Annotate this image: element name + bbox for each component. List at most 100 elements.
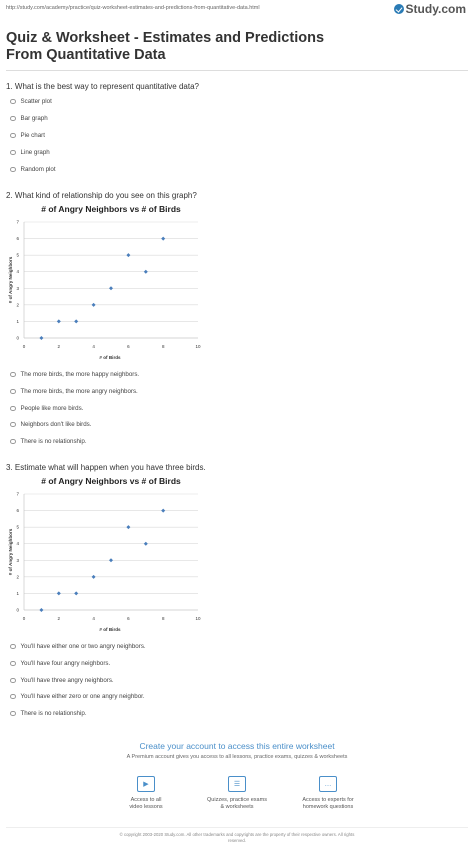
radio-icon[interactable] xyxy=(10,421,16,428)
x-tick-label: 4 xyxy=(92,616,95,621)
radio-icon[interactable] xyxy=(10,132,16,139)
question-3: 3. Estimate what will happen when you ha… xyxy=(6,463,206,472)
radio-icon[interactable] xyxy=(10,98,16,105)
x-axis-label: # of Birds xyxy=(99,355,121,360)
data-point xyxy=(74,591,79,596)
y-tick-label: 7 xyxy=(16,492,19,497)
answer-option[interactable]: You'll have either one or two angry neig… xyxy=(10,643,146,650)
feature-line: Quizzes, practice exams xyxy=(207,797,267,803)
answer-option[interactable]: There is no relationship. xyxy=(10,710,87,717)
answer-option[interactable]: Neighbors don't like birds. xyxy=(10,421,92,428)
radio-icon[interactable] xyxy=(10,371,16,378)
radio-icon[interactable] xyxy=(10,693,16,700)
data-point xyxy=(109,558,113,563)
feature-quizzes: ☰ Quizzes, practice exams & worksheets xyxy=(187,776,287,811)
footer-divider xyxy=(6,827,468,828)
y-axis-label: # of Angry Neighbors xyxy=(8,528,13,575)
radio-icon[interactable] xyxy=(10,149,16,156)
radio-icon[interactable] xyxy=(10,115,16,122)
x-axis-label: # of Birds xyxy=(99,627,121,632)
copyright-footer: © copyright 2003-2020 Study.com. All oth… xyxy=(0,832,474,844)
x-tick-label: 4 xyxy=(92,344,95,349)
study-logo[interactable]: Study.com xyxy=(393,2,466,16)
feature-line: homework questions xyxy=(302,804,354,810)
answer-option[interactable]: People like more birds. xyxy=(10,405,83,412)
radio-icon[interactable] xyxy=(10,660,16,667)
option-label: You'll have three angry neighbors. xyxy=(20,677,114,684)
data-point xyxy=(74,319,79,324)
y-tick-label: 3 xyxy=(16,558,19,563)
radio-icon[interactable] xyxy=(10,677,16,684)
x-tick-label: 2 xyxy=(58,616,61,621)
answer-option[interactable]: Pie chart xyxy=(10,132,45,139)
option-label: Bar graph xyxy=(20,115,48,122)
option-label: You'll have either one or two angry neig… xyxy=(20,643,146,650)
page-url: http://study.com/academy/practice/quiz-w… xyxy=(6,5,260,11)
x-tick-label: 6 xyxy=(127,344,130,349)
chat-icon: … xyxy=(319,776,337,792)
answer-option[interactable]: You'll have either zero or one angry nei… xyxy=(10,693,145,700)
scatter-chart-svg: # of Angry Neighbors vs # of Birds 0 1 2 3 4 5… xyxy=(8,204,201,360)
quiz-icon: ☰ xyxy=(228,776,246,792)
answer-option[interactable]: You'll have three angry neighbors. xyxy=(10,677,114,684)
radio-icon[interactable] xyxy=(10,710,16,717)
y-tick-label: 1 xyxy=(16,591,19,596)
radio-icon[interactable] xyxy=(10,405,16,412)
data-point xyxy=(91,302,96,307)
data-point xyxy=(39,336,44,340)
option-label: There is no relationship. xyxy=(20,710,87,717)
data-point xyxy=(161,236,166,241)
option-label: Neighbors don't like birds. xyxy=(20,421,92,428)
premium-cta: Create your account to access this entir… xyxy=(0,741,474,760)
option-label: Pie chart xyxy=(20,132,45,139)
option-label: Line graph xyxy=(20,149,50,156)
option-label: Random plot xyxy=(20,166,56,173)
y-tick-label: 4 xyxy=(16,269,19,274)
copyright-text: © copyright 2003-2020 Study.com. All oth… xyxy=(119,832,355,837)
data-point xyxy=(56,591,61,596)
scatter-chart-svg: # of Angry Neighbors vs # of Birds 0 1 2 3 4 5… xyxy=(8,476,201,632)
answer-option[interactable]: The more birds, the more happy neighbors… xyxy=(10,371,139,378)
answer-option[interactable]: There is no relationship. xyxy=(10,438,87,445)
y-tick-label: 2 xyxy=(16,574,19,579)
y-tick-label: 3 xyxy=(16,286,19,291)
y-tick-label: 0 xyxy=(16,336,19,341)
data-point xyxy=(109,286,113,291)
y-tick-label: 0 xyxy=(16,608,19,613)
answer-option[interactable]: You'll have four angry neighbors. xyxy=(10,660,110,667)
question-2: 2. What kind of relationship do you see … xyxy=(6,191,197,200)
answer-option[interactable]: The more birds, the more angry neighbors… xyxy=(10,388,138,395)
data-point xyxy=(56,319,61,324)
copyright-text: reserved. xyxy=(228,838,246,843)
x-tick-label: 6 xyxy=(127,616,130,621)
option-label: There is no relationship. xyxy=(20,438,87,445)
answer-option[interactable]: Scatter plot xyxy=(10,98,52,105)
radio-icon[interactable] xyxy=(10,438,16,445)
y-axis-label: # of Angry Neighbors xyxy=(8,256,13,303)
radio-icon[interactable] xyxy=(10,388,16,395)
radio-icon[interactable] xyxy=(10,643,16,650)
data-point xyxy=(143,269,148,274)
video-icon: ▶ xyxy=(137,776,155,792)
radio-icon[interactable] xyxy=(10,166,16,173)
cta-title[interactable]: Create your account to access this entir… xyxy=(139,741,335,751)
option-label: The more birds, the more angry neighbors… xyxy=(20,388,138,395)
y-tick-label: 1 xyxy=(16,319,19,324)
data-point xyxy=(126,253,131,258)
scatter-chart-1: # of Angry Neighbors vs # of Birds 0 1 2 3 4 5… xyxy=(8,200,218,365)
x-tick-label: 0 xyxy=(23,616,26,621)
answer-option[interactable]: Bar graph xyxy=(10,115,48,122)
data-point xyxy=(91,574,96,579)
cta-subtitle: A Premium account gives you access to al… xyxy=(126,754,348,760)
question-1: 1. What is the best way to represent qua… xyxy=(6,82,199,91)
answer-option[interactable]: Line graph xyxy=(10,149,50,156)
title-divider xyxy=(6,70,468,71)
chart-title: # of Angry Neighbors vs # of Birds xyxy=(41,476,181,486)
option-label: You'll have four angry neighbors. xyxy=(20,660,111,667)
checkmark-logo-icon xyxy=(393,4,404,14)
option-label: Scatter plot xyxy=(20,98,52,105)
answer-option[interactable]: Random plot xyxy=(10,166,56,173)
data-point xyxy=(126,525,131,530)
y-tick-label: 5 xyxy=(16,253,19,258)
y-tick-label: 5 xyxy=(16,525,19,530)
